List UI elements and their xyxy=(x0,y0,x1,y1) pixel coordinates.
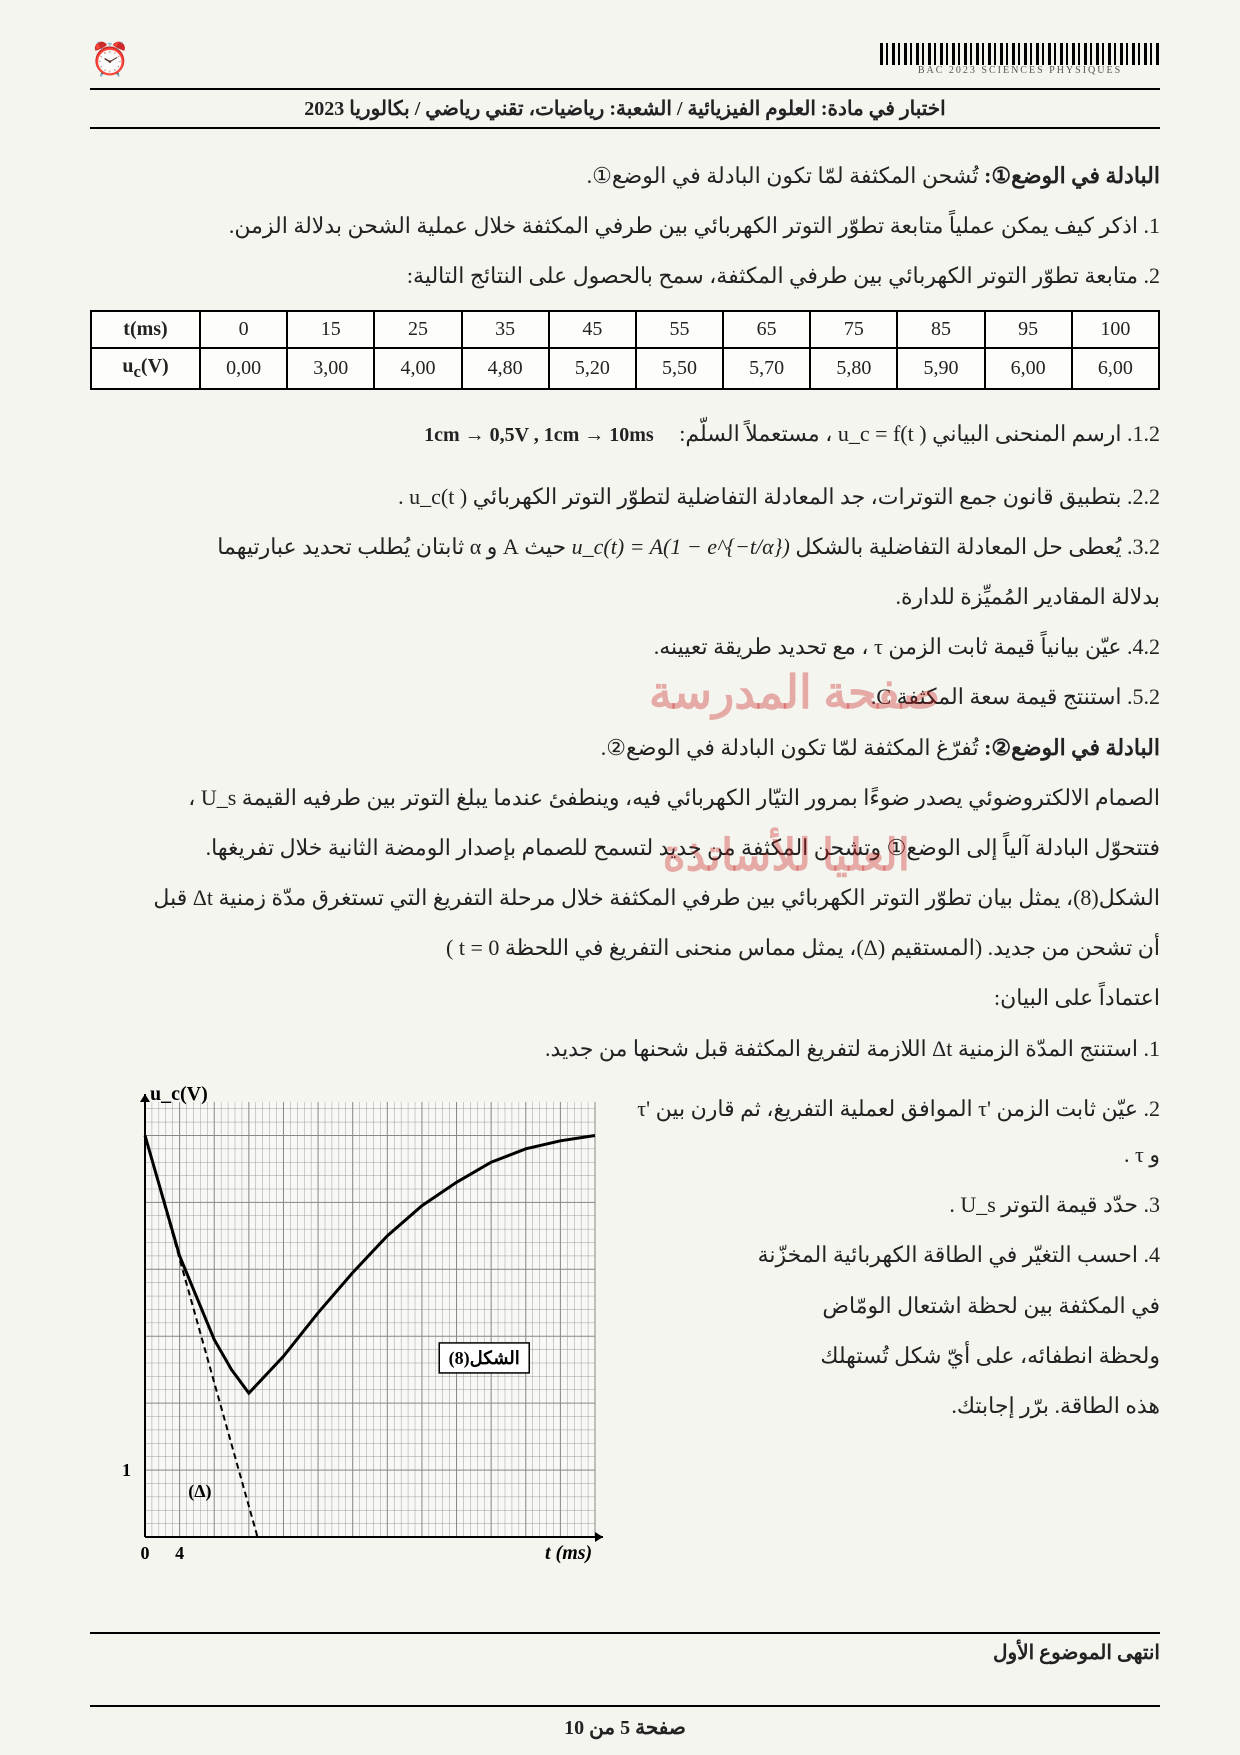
part2-l4: 4. احسب التغيّر في الطاقة الكهربائية الم… xyxy=(630,1232,1160,1278)
page-number: صفحة 5 من 10 xyxy=(90,1705,1160,1740)
table-cell: 35 xyxy=(462,311,549,348)
q12-text: 1.2. ارسم المنحنى البياني ( u_c = f(t ، … xyxy=(679,421,1160,446)
chart-svg: 0 4 1 u_c(V)t (ms) (Δ) الشكل(8) xyxy=(90,1082,610,1582)
part2-head-rest: تُفرّغ المكثفة لمّا تكون البادلة في الوض… xyxy=(601,735,984,760)
table-cell: 5,20 xyxy=(549,348,636,389)
svg-text:u_c(V): u_c(V) xyxy=(150,1083,208,1105)
table-cell: 100 xyxy=(1072,311,1159,348)
part2-l4b: في المكثفة بين لحظة اشتعال الومّاض xyxy=(630,1283,1160,1329)
table-row: t(ms)0152535455565758595100 xyxy=(91,311,1159,348)
table-cell: 5,80 xyxy=(810,348,897,389)
part2-l3: 3. حدّد قيمة التوتر U_s . xyxy=(630,1182,1160,1228)
intro-1-rest: تُشحن المكثفة لمّا تكون البادلة في الوضع… xyxy=(587,163,984,188)
q42: 4.2. عيّن بيانياً قيمة ثابت الزمن τ ، مع… xyxy=(90,624,1160,670)
q32-eq: u_c(t) = A(1 − e^{−t/α}) xyxy=(572,534,790,559)
scale: 1cm → 0,5V , 1cm → 10ms xyxy=(424,414,654,456)
table-cell: 0,00 xyxy=(200,348,287,389)
table-row: uc(V)0,003,004,004,805,205,505,705,805,9… xyxy=(91,348,1159,389)
intro-2: 1. اذكر كيف يمكن عملياً متابعة تطوّر الت… xyxy=(90,203,1160,249)
table-cell: 0 xyxy=(200,311,287,348)
part2-l1: 1. استنتج المدّة الزمنية Δt اللازمة لتفر… xyxy=(90,1026,1160,1072)
part2-head: البادلة في الوضع②: تُفرّغ المكثفة لمّا ت… xyxy=(90,725,1160,771)
svg-text:t (ms): t (ms) xyxy=(545,1542,592,1564)
exam-header: اختبار في مادة: العلوم الفيزيائية / الشع… xyxy=(90,88,1160,129)
lower-block: 2. عيّن ثابت الزمن 'τ الموافق لعملية الت… xyxy=(90,1082,1160,1582)
q32: 3.2. يُعطى حل المعادلة التفاضلية بالشكل … xyxy=(90,524,1160,570)
exam-page: ⏰ BAC 2023 SCIENCES PHYSIQUES اختبار في … xyxy=(0,0,1240,1755)
part2-p5: اعتماداً على البيان: xyxy=(90,975,1160,1021)
table-cell: t(ms) xyxy=(91,311,200,348)
q32-b: حيث A و α ثابتان يُطلب تحديد عبارتيهما xyxy=(217,534,566,559)
q52: 5.2. استنتج قيمة سعة المكثفة C. xyxy=(90,674,1160,720)
barcode-caption: BAC 2023 SCIENCES PHYSIQUES xyxy=(880,65,1160,76)
table-cell: 15 xyxy=(287,311,374,348)
clock-icon: ⏰ xyxy=(90,40,130,78)
part2-l4c: ولحظة انطفائه، على أيّ شكل تُستهلك xyxy=(630,1333,1160,1379)
intro-1-bold: البادلة في الوضع①: xyxy=(984,163,1160,188)
table-cell: 75 xyxy=(810,311,897,348)
svg-text:(Δ): (Δ) xyxy=(188,1481,211,1502)
svg-text:1: 1 xyxy=(122,1460,131,1480)
table-cell: 5,50 xyxy=(636,348,723,389)
table-cell: 4,00 xyxy=(374,348,461,389)
part2-p2: فتتحوّل البادلة آلياً إلى الوضع① وتشحن ا… xyxy=(90,825,1160,871)
q32-a: 3.2. يُعطى حل المعادلة التفاضلية بالشكل xyxy=(790,534,1160,559)
q32c: بدلالة المقادير المُميِّزة للدارة. xyxy=(90,574,1160,620)
end-text: انتهى الموضوع الأول xyxy=(993,1640,1160,1665)
svg-text:الشكل(8): الشكل(8) xyxy=(449,1348,520,1369)
table-cell: 55 xyxy=(636,311,723,348)
table-cell: 5,90 xyxy=(897,348,984,389)
q12: 1.2. ارسم المنحنى البياني ( u_c = f(t ، … xyxy=(90,408,1160,470)
table-cell: uc(V) xyxy=(91,348,200,389)
q22: 2.2. بتطبيق قانون جمع التوترات، جد المعا… xyxy=(90,474,1160,520)
data-table: t(ms)0152535455565758595100 uc(V)0,003,0… xyxy=(90,310,1160,390)
top-bar: ⏰ BAC 2023 SCIENCES PHYSIQUES xyxy=(90,40,1160,78)
svg-text:4: 4 xyxy=(175,1543,184,1563)
lower-text: 2. عيّن ثابت الزمن 'τ الموافق لعملية الت… xyxy=(630,1082,1160,1582)
table-cell: 3,00 xyxy=(287,348,374,389)
table-cell: 6,00 xyxy=(985,348,1072,389)
part2-p1: الصمام الالكتروضوئي يصدر ضوءًا بمرور الت… xyxy=(90,775,1160,821)
svg-text:0: 0 xyxy=(141,1543,150,1563)
part2-p3: الشكل(8)، يمثل بيان تطوّر التوتر الكهربا… xyxy=(90,875,1160,921)
barcode-block: BAC 2023 SCIENCES PHYSIQUES xyxy=(880,43,1160,76)
intro-3: 2. متابعة تطوّر التوتر الكهربائي بين طرف… xyxy=(90,253,1160,299)
barcode xyxy=(880,43,1160,65)
part2-l4d: هذه الطاقة. برّر إجابتك. xyxy=(630,1383,1160,1429)
part2-head-bold: البادلة في الوضع②: xyxy=(984,735,1160,760)
table-cell: 85 xyxy=(897,311,984,348)
table-cell: 4,80 xyxy=(462,348,549,389)
part2-l2: 2. عيّن ثابت الزمن 'τ الموافق لعملية الت… xyxy=(630,1086,1160,1178)
table-cell: 95 xyxy=(985,311,1072,348)
part2-p4: أن تشحن من جديد. (المستقيم (Δ)، يمثل مما… xyxy=(90,925,1160,971)
footer-end-line: انتهى الموضوع الأول xyxy=(90,1632,1160,1665)
table-cell: 25 xyxy=(374,311,461,348)
intro-1: البادلة في الوضع①: تُشحن المكثفة لمّا تك… xyxy=(90,153,1160,199)
table-cell: 5,70 xyxy=(723,348,810,389)
table-cell: 45 xyxy=(549,311,636,348)
chart: 0 4 1 u_c(V)t (ms) (Δ) الشكل(8) xyxy=(90,1082,610,1582)
table-cell: 6,00 xyxy=(1072,348,1159,389)
table-cell: 65 xyxy=(723,311,810,348)
